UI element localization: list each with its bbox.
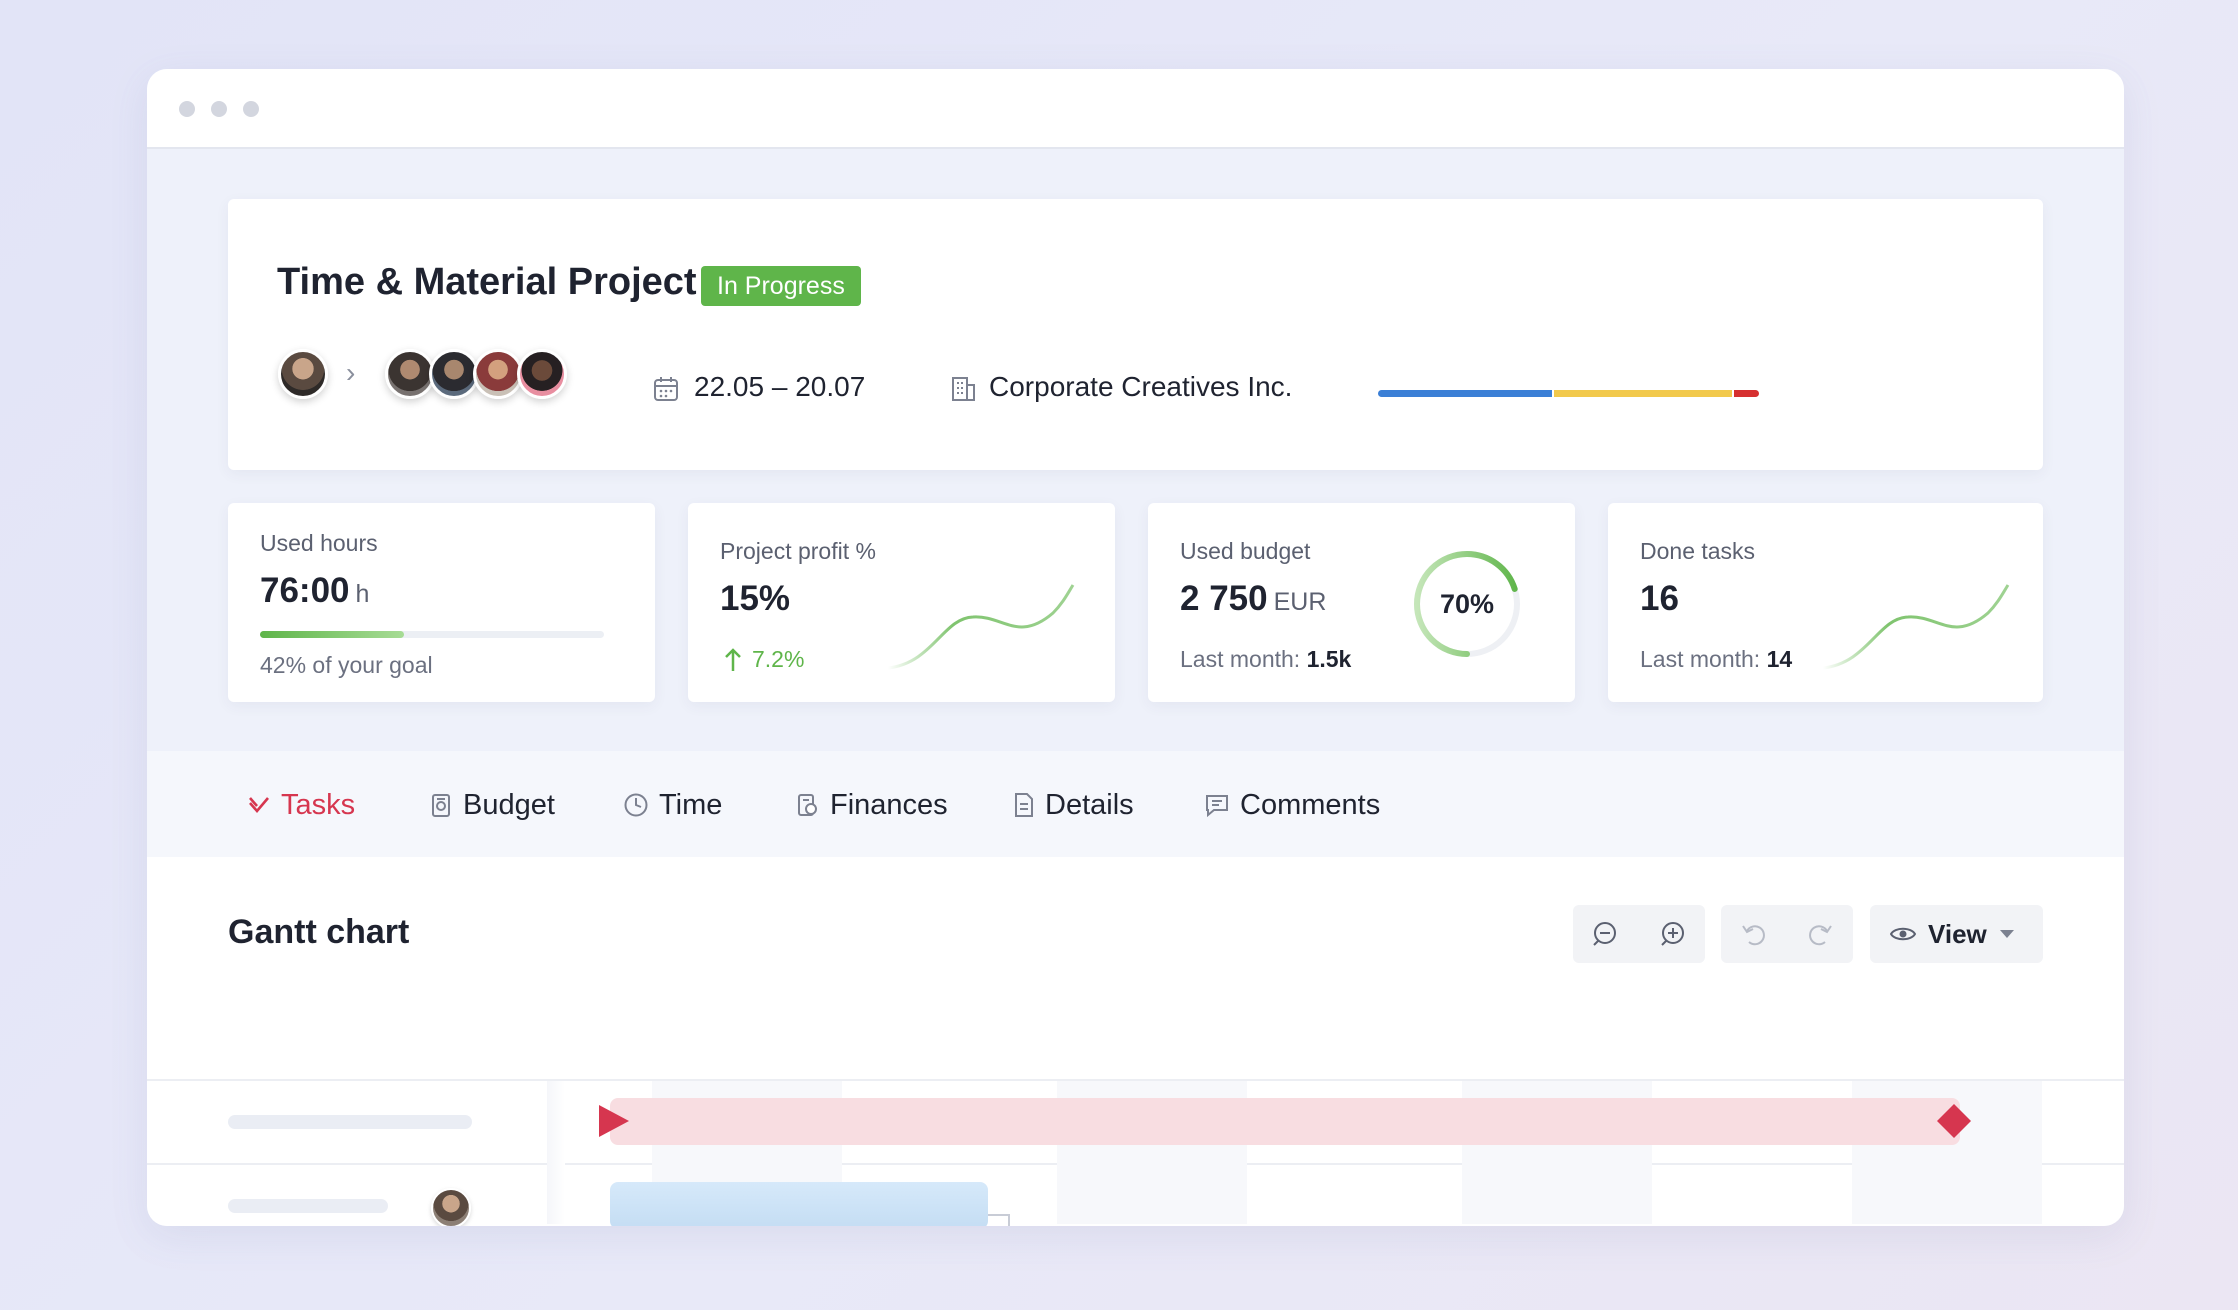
used-hours-value: 76:00 h [260, 571, 370, 610]
profit-trend-sparkline [887, 584, 1075, 670]
gantt-week-column [547, 1081, 565, 1224]
budget-ring-label: 70% [1439, 589, 1495, 619]
document-icon [1015, 793, 1033, 817]
clock-icon [624, 793, 648, 817]
tab-details[interactable]: Details [1013, 785, 1134, 825]
caret-down-icon [1999, 930, 2014, 938]
profit-change: 7.2% [724, 646, 804, 673]
used-hours-goal: 42% of your goal [260, 652, 433, 678]
check-icon [249, 797, 269, 813]
building-icon [952, 377, 975, 401]
gantt-section: Gantt chart [147, 857, 2124, 1226]
gantt-title: Gantt chart [228, 913, 410, 951]
window-maximize-dot[interactable] [243, 101, 259, 117]
zoom-out-button[interactable] [1573, 905, 1639, 963]
finances-icon [798, 794, 817, 816]
budget-ring-chart [1414, 551, 1520, 657]
used-hours-label: Used hours [260, 530, 378, 556]
undo-button[interactable] [1721, 905, 1787, 963]
budget-label: Used budget [1180, 538, 1311, 564]
zoom-in-icon [1661, 922, 1684, 946]
status-badge[interactable]: In Progress [701, 266, 861, 306]
tab-time[interactable]: Time [623, 785, 722, 825]
project-title: Time & Material Project [277, 261, 697, 303]
budget-last-month: Last month: 1.5k [1180, 646, 1352, 672]
budget-value: 2 750 EUR [1180, 579, 1327, 618]
progress-segment [1378, 390, 1552, 397]
tab-budget[interactable]: Budget [429, 785, 555, 825]
zoom-out-icon [1593, 922, 1616, 946]
zoom-controls [1573, 905, 1705, 963]
arrow-up-icon [725, 647, 741, 671]
chevron-right-icon: › [346, 357, 356, 388]
task-name-placeholder [228, 1199, 388, 1213]
profit-card: Project profit % 15% 7.2% [688, 503, 1115, 702]
zoom-in-button[interactable] [1639, 905, 1705, 963]
profit-value: 15% [720, 579, 791, 618]
comment-icon [1206, 795, 1228, 818]
progress-segment [1734, 390, 1759, 397]
used-hours-card: Used hours 76:00 h 42% of your goal [228, 503, 655, 702]
tab-comments[interactable]: Comments [1204, 785, 1380, 825]
window-minimize-dot[interactable] [211, 101, 227, 117]
redo-button[interactable] [1787, 905, 1853, 963]
undo-icon [1742, 925, 1765, 946]
tasks-last-month: Last month: 14 [1640, 646, 1793, 672]
client-name: Corporate Creatives Inc. [989, 371, 1293, 402]
view-dropdown[interactable]: View [1870, 905, 2043, 963]
project-tabs: Tasks Budget Time Finances [147, 751, 2124, 857]
dependency-connector [988, 1214, 1010, 1226]
team-avatar[interactable] [473, 349, 523, 399]
budget-icon [432, 794, 450, 817]
used-budget-card: Used budget 2 750 EUR Last month: 1.5k 70… [1148, 503, 1575, 702]
used-hours-progress-fill [260, 631, 405, 638]
window-close-dot[interactable] [179, 101, 195, 117]
used-hours-progress-track [260, 631, 604, 638]
gantt-project-bar[interactable] [610, 1098, 1960, 1145]
tasks-value: 16 [1640, 579, 1679, 618]
gantt-grid-line [147, 1079, 2124, 1081]
task-assignee-avatar[interactable] [431, 1188, 471, 1226]
team-avatar[interactable] [429, 349, 479, 399]
history-controls [1721, 905, 1853, 963]
tab-tasks[interactable]: Tasks [247, 785, 355, 825]
owner-avatar[interactable] [278, 349, 328, 399]
app-window: Time & Material Project In Progress › 22… [147, 69, 2124, 1226]
project-dates: 22.05 – 20.07 [694, 371, 866, 402]
task-name-placeholder [228, 1115, 472, 1129]
gantt-task-bar[interactable] [610, 1182, 988, 1226]
calendar-icon [654, 377, 678, 401]
tasks-trend-sparkline [1822, 584, 2010, 670]
title-bar [147, 69, 2124, 149]
eye-icon [1890, 927, 1916, 941]
team-avatar[interactable] [385, 349, 435, 399]
profit-label: Project profit % [720, 538, 876, 564]
play-icon [599, 1105, 629, 1137]
progress-segment [1554, 390, 1732, 397]
tab-finances[interactable]: Finances [794, 785, 948, 825]
redo-icon [1809, 925, 1832, 946]
milestone-diamond-icon [1937, 1104, 1971, 1138]
done-tasks-card: Done tasks 16 Last month: 14 [1608, 503, 2043, 702]
tasks-label: Done tasks [1640, 538, 1756, 564]
project-header-card: Time & Material Project In Progress › 22… [228, 199, 2043, 470]
team-avatar[interactable] [517, 349, 567, 399]
dependency-connector [952, 1207, 1012, 1226]
